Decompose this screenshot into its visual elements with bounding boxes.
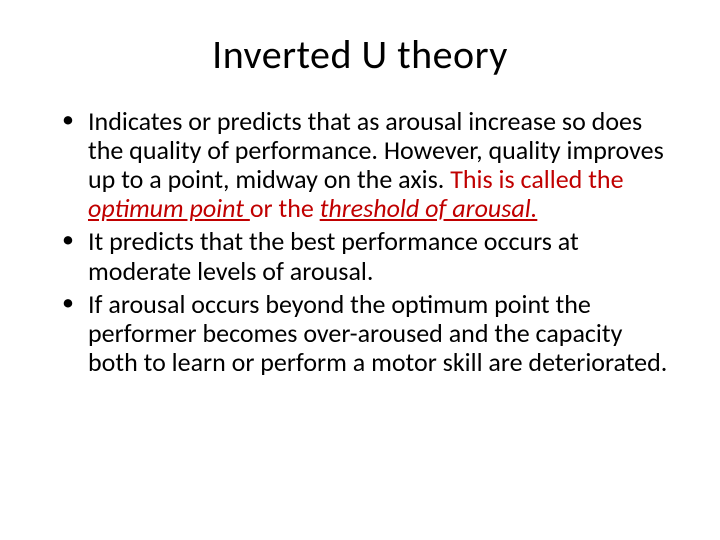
bullet1-term-optimum-point: optimum point (88, 192, 250, 224)
bullet-item-2: It predicts that the best performance oc… (88, 227, 672, 285)
bullet-item-1: Indicates or predicts that as arousal in… (88, 107, 672, 223)
bullet1-term-threshold: threshold of arousal. (320, 192, 538, 224)
bullet-item-3: If arousal occurs beyond the optimum poi… (88, 290, 672, 377)
bullet-list: Indicates or predicts that as arousal in… (48, 107, 672, 377)
slide-title: Inverted U theory (48, 30, 672, 79)
bullet1-red-mid: or the (250, 192, 320, 224)
bullet1-red-lead: This is called the (450, 163, 623, 195)
